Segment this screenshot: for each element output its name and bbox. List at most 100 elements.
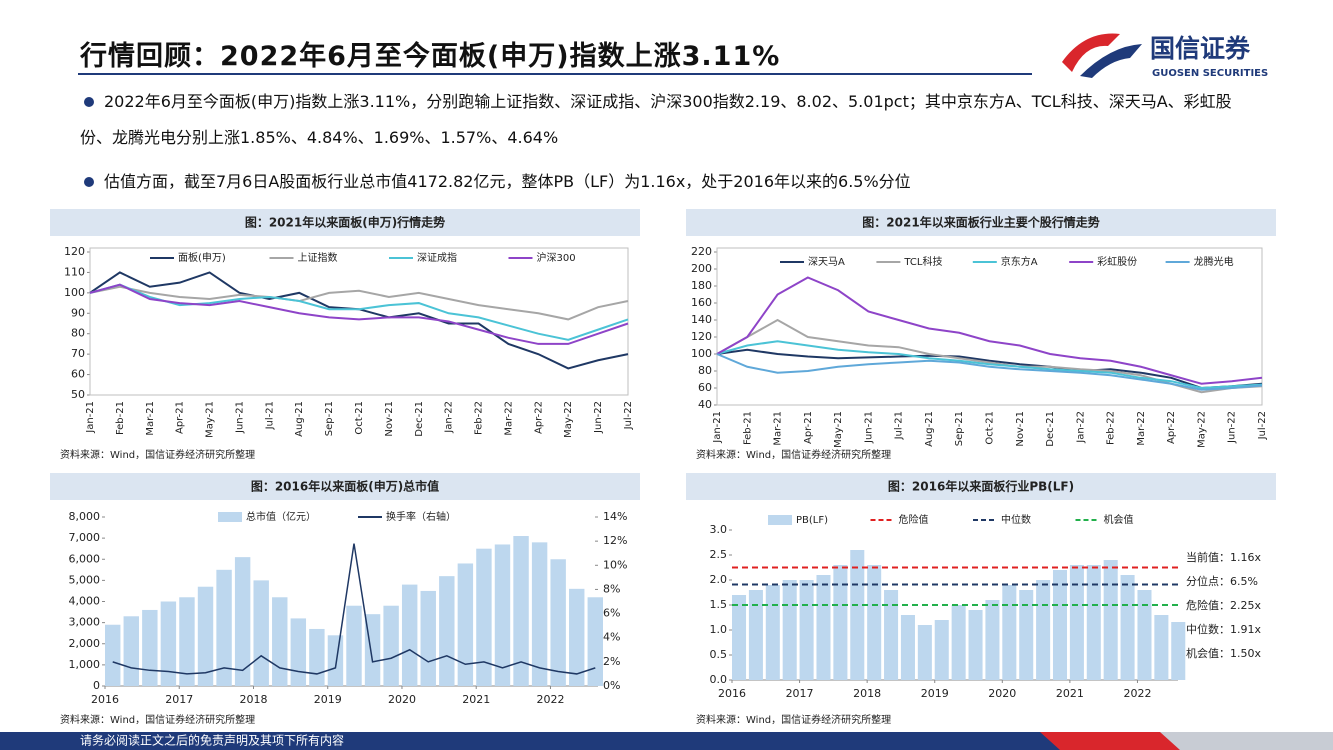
y2-tick-label: 6% bbox=[603, 607, 620, 620]
x-tick-label: Sep-21 bbox=[954, 411, 965, 446]
x-tick-label: Jul-21 bbox=[264, 401, 275, 430]
x-tick-label: 2017 bbox=[786, 687, 814, 700]
annotation: 当前值：1.16x bbox=[1186, 550, 1261, 564]
x-tick-label: Jul-21 bbox=[894, 411, 905, 440]
y-tick-label: 3,000 bbox=[69, 616, 101, 629]
legend-label: 面板(申万) bbox=[178, 251, 226, 264]
bar bbox=[1120, 575, 1135, 680]
x-tick-label: Feb-22 bbox=[474, 401, 485, 435]
bar bbox=[816, 575, 831, 680]
x-tick-label: Apr-22 bbox=[533, 401, 544, 434]
bar bbox=[346, 605, 362, 686]
legend-label: 深天马A bbox=[808, 256, 845, 268]
y-tick-label: 60 bbox=[71, 368, 85, 381]
bar bbox=[401, 584, 418, 686]
logo-text: 国信证券 bbox=[1150, 34, 1251, 63]
x-tick-label: 2020 bbox=[988, 687, 1016, 700]
legend-label: 换手率（右轴） bbox=[386, 510, 456, 523]
logo-mark bbox=[1080, 44, 1142, 78]
x-tick-label: Mar-21 bbox=[773, 411, 784, 446]
x-tick-label: Aug-21 bbox=[294, 401, 305, 437]
x-tick-label: Jan-22 bbox=[1075, 411, 1086, 444]
y2-tick-label: 12% bbox=[603, 534, 627, 547]
footer-accent bbox=[1160, 732, 1333, 750]
bar bbox=[1019, 590, 1034, 680]
y2-tick-label: 2% bbox=[603, 655, 620, 668]
x-tick-label: Oct-21 bbox=[354, 401, 365, 435]
bar bbox=[951, 605, 966, 680]
bar bbox=[985, 600, 1000, 680]
legend-label: 京东方A bbox=[1001, 255, 1038, 268]
y-tick-label: 200 bbox=[691, 262, 712, 275]
bar bbox=[123, 616, 139, 686]
x-tick-label: Apr-21 bbox=[803, 411, 814, 444]
bar bbox=[1086, 565, 1101, 680]
chart-source: 资料来源：Wind，国信证券经济研究所整理 bbox=[60, 448, 255, 461]
bar bbox=[748, 590, 763, 680]
y-tick-label: 100 bbox=[64, 286, 85, 299]
series-line bbox=[89, 271, 629, 370]
bar bbox=[1036, 580, 1051, 680]
bar bbox=[850, 550, 865, 680]
slide-title: 行情回顾：2022年6月至今面板(申万)指数上涨3.11% bbox=[80, 41, 781, 72]
annotation: 机会值：1.50x bbox=[1186, 646, 1261, 660]
y-tick-label: 80 bbox=[698, 364, 712, 377]
bar bbox=[799, 580, 814, 680]
x-tick-label: Aug-21 bbox=[924, 411, 935, 447]
bullet: 估值方面，截至7月6日A股面板行业总市值4172.82亿元，整体PB（LF）为1… bbox=[80, 164, 1260, 200]
chart-source: 资料来源：Wind，国信证券经济研究所整理 bbox=[696, 713, 891, 726]
bar bbox=[216, 569, 232, 686]
y-tick-label: 8,000 bbox=[69, 510, 101, 523]
bar bbox=[494, 544, 511, 686]
legend-label: 中位数 bbox=[1001, 513, 1031, 526]
bar bbox=[968, 610, 983, 680]
x-tick-label: Jan-21 bbox=[712, 411, 723, 444]
x-tick-label: Jan-21 bbox=[85, 401, 96, 434]
bar bbox=[1052, 570, 1068, 680]
y-tick-label: 7,000 bbox=[69, 531, 101, 544]
y-tick-label: 2,000 bbox=[69, 637, 101, 650]
x-tick-label: Sep-21 bbox=[324, 401, 335, 436]
y-tick-label: 2.0 bbox=[710, 573, 728, 586]
legend-label: 机会值 bbox=[1104, 513, 1134, 526]
x-tick-label: Jun-21 bbox=[863, 411, 874, 444]
bar bbox=[1002, 585, 1017, 680]
bar bbox=[833, 565, 848, 680]
bar bbox=[179, 597, 195, 686]
bar bbox=[476, 548, 492, 686]
x-tick-label: Feb-22 bbox=[1106, 411, 1117, 445]
legend-label: 彩虹股份 bbox=[1097, 256, 1137, 268]
x-tick-label: Jan-22 bbox=[444, 401, 455, 434]
bar bbox=[197, 586, 214, 686]
chart-title: 图：2016年以来面板(申万)总市值 bbox=[251, 479, 439, 494]
chart-title: 图：2021年以来面板(申万)行情走势 bbox=[245, 215, 445, 230]
y-tick-label: 3.0 bbox=[710, 523, 728, 536]
y-tick-label: 1,000 bbox=[69, 658, 101, 671]
legend-swatch bbox=[218, 512, 242, 522]
y-tick-label: 100 bbox=[691, 347, 712, 360]
bar bbox=[439, 576, 455, 686]
x-tick-label: Jun-21 bbox=[234, 401, 245, 434]
legend-label: 龙腾光电 bbox=[1194, 255, 1234, 268]
bar bbox=[327, 635, 344, 686]
legend-label: 深证成指 bbox=[417, 251, 457, 264]
y2-tick-label: 4% bbox=[603, 631, 620, 644]
bar bbox=[234, 557, 251, 686]
y-tick-label: 40 bbox=[698, 398, 712, 411]
y-tick-label: 80 bbox=[71, 327, 85, 340]
bar bbox=[917, 625, 932, 680]
x-tick-label: Mar-21 bbox=[145, 401, 156, 436]
y-tick-label: 180 bbox=[691, 279, 712, 292]
y-tick-label: 1.5 bbox=[710, 598, 728, 611]
series-line bbox=[716, 340, 1263, 390]
bar bbox=[569, 588, 585, 686]
chart-source: 资料来源：Wind，国信证券经济研究所整理 bbox=[696, 448, 891, 461]
y-tick-label: 110 bbox=[64, 265, 85, 278]
bar bbox=[142, 609, 158, 686]
bar bbox=[105, 624, 121, 686]
bar bbox=[884, 590, 899, 680]
x-tick-label: Mar-22 bbox=[503, 401, 514, 436]
chart-header bbox=[50, 209, 640, 236]
